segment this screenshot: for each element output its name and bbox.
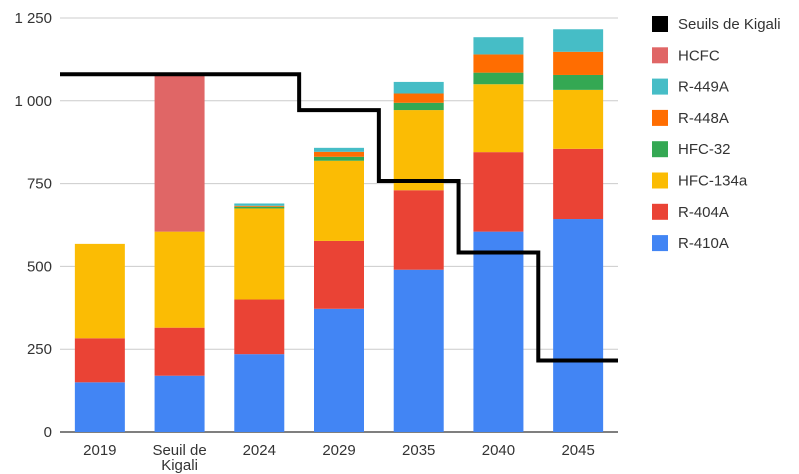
bar-segment-r-448a <box>473 54 524 73</box>
bar-segment-r-449a <box>553 29 604 52</box>
bar-segment-hfc-134a <box>74 243 125 339</box>
bar-segment-r-404a <box>473 152 524 232</box>
legend-label: R-410A <box>678 235 729 252</box>
bar-segment-r-448a <box>393 93 444 103</box>
legend-label: HFC-32 <box>678 141 731 158</box>
x-tick-label: 2035 <box>402 442 435 459</box>
bar-segment-r-410a <box>473 231 524 432</box>
bar-segment-hfc-32 <box>314 156 364 161</box>
bar-segment-r-404a <box>74 338 125 383</box>
y-tick-label: 750 <box>27 176 52 193</box>
x-tick-label: 2024 <box>243 442 276 459</box>
bar-segment-r-448a <box>234 205 285 207</box>
bar-segment-hfc-32 <box>393 102 444 111</box>
x-tick-label: 2019 <box>83 442 116 459</box>
bar-segment-r-449a <box>314 147 364 152</box>
bar-segment-r-404a <box>553 148 604 220</box>
bar-segment-r-410a <box>154 375 205 432</box>
bar-segment-r-448a <box>553 51 604 75</box>
bar-segment-hfc-134a <box>393 110 444 191</box>
kigali-threshold-step-line <box>60 72 618 363</box>
y-tick-label: 500 <box>27 258 52 275</box>
legend-swatch-seuils-de-kigali <box>652 16 668 32</box>
legend-swatch-hcfc <box>652 47 668 64</box>
bar-segment-r-449a <box>393 81 444 94</box>
legend-swatch-r-404a <box>652 203 668 220</box>
bar-segment-hfc-134a <box>154 231 205 328</box>
bar-segment-r-410a <box>314 308 364 432</box>
legend-label: R-404A <box>678 204 729 221</box>
legend-label: R-448A <box>678 110 729 127</box>
legend: Seuils de Kigali HCFC R-449A R-448A HFC-32 HF… <box>652 16 781 252</box>
x-axis: 2019 Seuil de Kigali 2024 2029 2035 2040 2045 <box>83 442 595 474</box>
y-tick-label: 0 <box>44 424 52 441</box>
legend-label: HFC-134a <box>678 173 748 190</box>
bar-segment-r-410a <box>234 354 285 432</box>
x-tick-label: 2045 <box>561 442 594 459</box>
x-tick-label: 2029 <box>322 442 355 459</box>
bar-segment-r-448a <box>314 151 364 157</box>
bar-segment-hfc-134a <box>234 208 285 300</box>
x-tick-label: Seuil de Kigali <box>152 442 206 474</box>
legend-label: HCFC <box>678 47 720 64</box>
x-tick-label: 2040 <box>482 442 515 459</box>
legend-swatch-hfc-134a <box>652 172 668 189</box>
bar-segment-hfc-134a <box>553 89 604 149</box>
bar-segment-r-404a <box>234 299 285 355</box>
bar-segment-hfc-32 <box>473 72 524 85</box>
bar-segment-r-404a <box>393 190 444 270</box>
bar-segment-hfc-32 <box>234 206 285 209</box>
legend-swatch-hfc-32 <box>652 141 668 158</box>
bar-segment-hfc-134a <box>473 84 524 153</box>
bar-segment-r-449a <box>234 203 285 206</box>
bars <box>74 29 604 432</box>
legend-label: R-449A <box>678 79 729 96</box>
y-tick-label: 250 <box>27 341 52 358</box>
bar-segment-hfc-134a <box>314 160 364 241</box>
y-axis: 0 250 500 750 1 000 1 250 <box>14 10 52 441</box>
legend-label: Seuils de Kigali <box>678 16 781 33</box>
bar-segment-r-410a <box>553 219 604 432</box>
kigali-threshold-line <box>60 72 618 363</box>
legend-swatch-r-410a <box>652 235 668 252</box>
bar-segment-r-404a <box>154 327 205 376</box>
bar-segment-hfc-32 <box>553 74 604 90</box>
bar-segment-hcfc <box>154 74 205 232</box>
bar-segment-r-410a <box>393 269 444 432</box>
bar-segment-r-449a <box>473 37 524 55</box>
legend-swatch-r-448a <box>652 109 668 126</box>
bar-segment-r-404a <box>314 240 364 309</box>
y-tick-label: 1 000 <box>14 93 52 110</box>
y-tick-label: 1 250 <box>14 10 52 27</box>
bar-segment-r-410a <box>74 382 125 432</box>
legend-swatch-r-449a <box>652 78 668 95</box>
